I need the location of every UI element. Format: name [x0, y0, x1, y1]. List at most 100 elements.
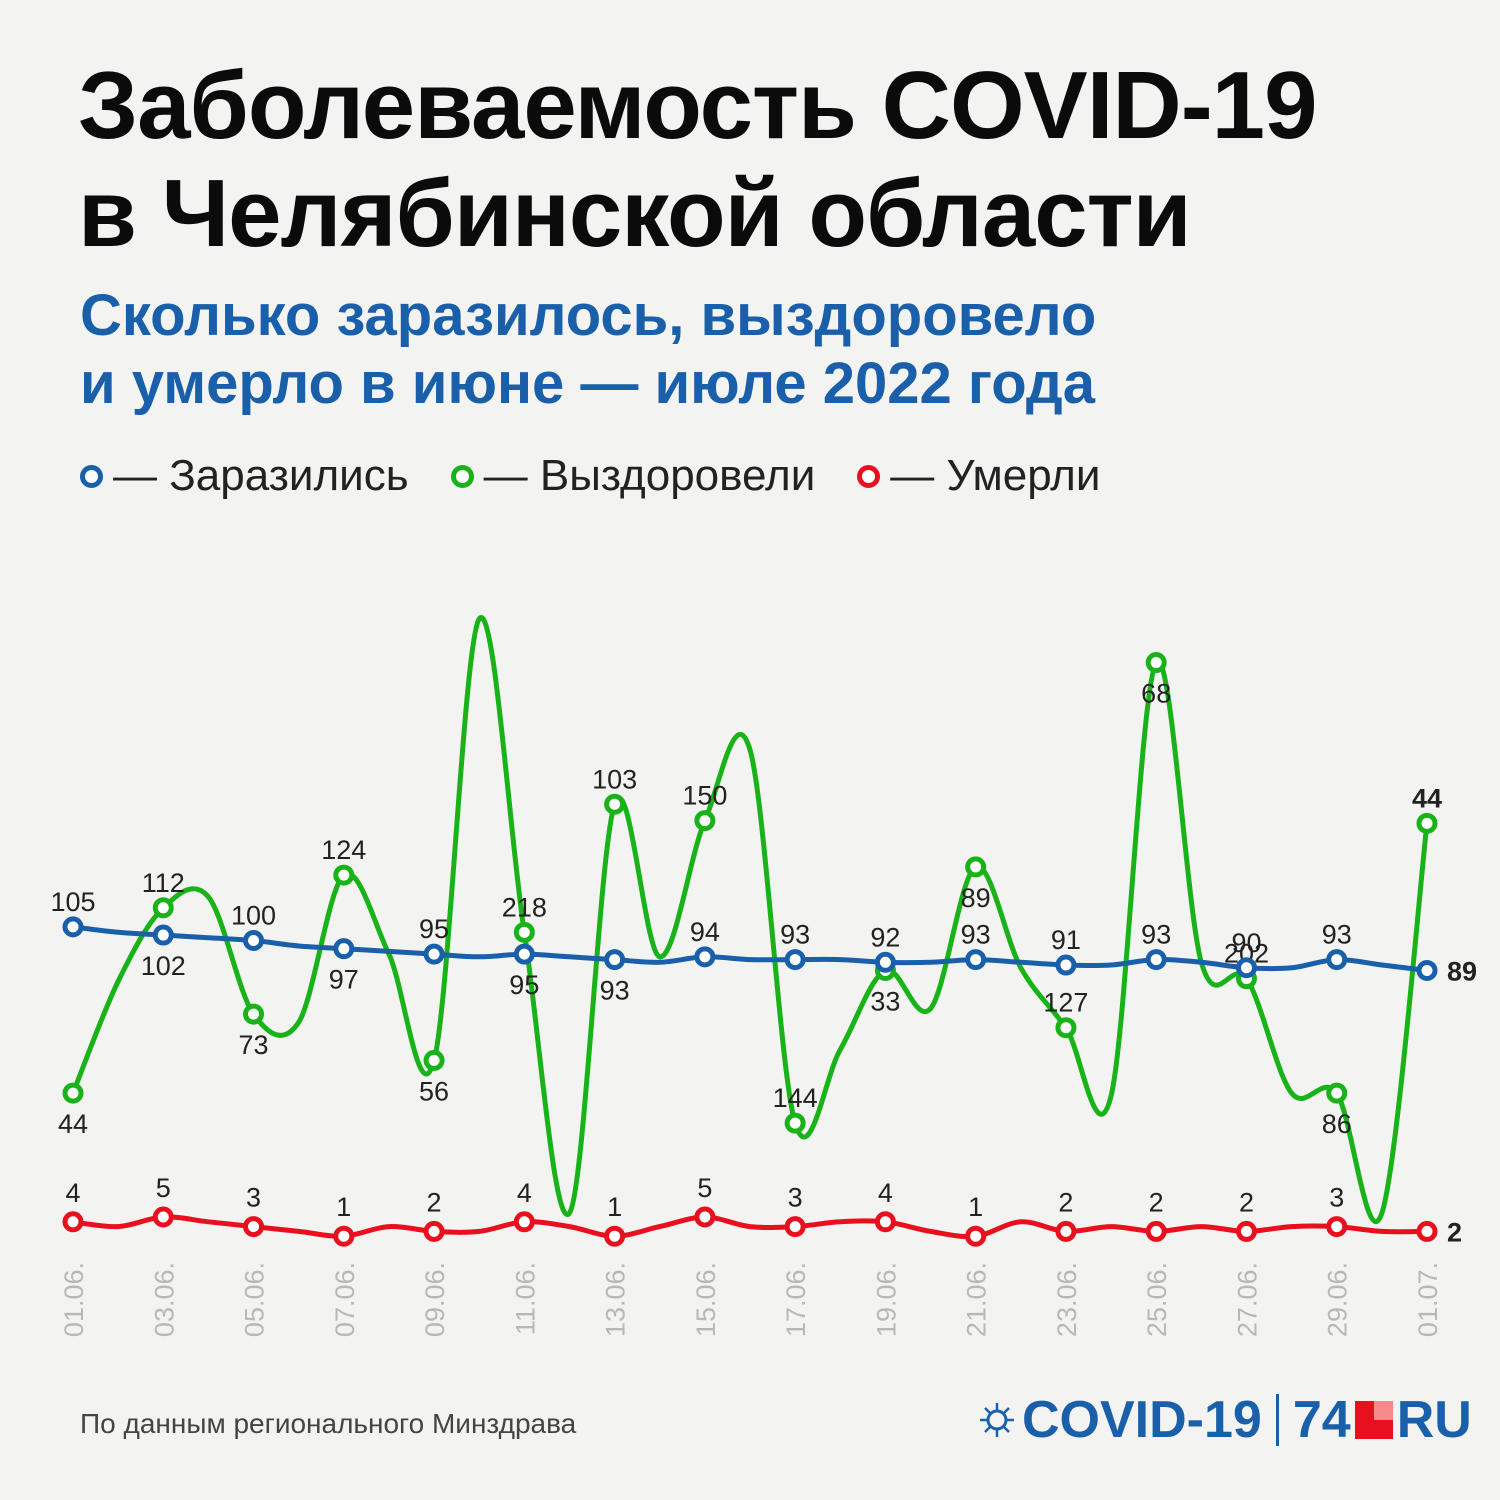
- data-label-infected: 105: [50, 887, 95, 917]
- data-point-deceased: [784, 1216, 806, 1238]
- data-label-infected: 102: [141, 951, 186, 981]
- logo-ru-text: RU: [1396, 1391, 1472, 1449]
- data-point-infected: [694, 946, 716, 968]
- logo-separator: [1275, 1394, 1279, 1446]
- data-point-recovered: [604, 793, 626, 815]
- data-label-deceased: 4: [878, 1178, 893, 1208]
- brand-logo: COVID-19 74 RU: [978, 1385, 1472, 1455]
- data-label-deceased: 3: [246, 1183, 261, 1213]
- data-point-recovered: [62, 1082, 84, 1104]
- data-label-recovered: 124: [321, 835, 366, 865]
- data-label-deceased: 2: [1058, 1187, 1073, 1217]
- data-point-infected: [1145, 949, 1167, 971]
- data-point-infected: [784, 949, 806, 971]
- data-point-recovered: [243, 1003, 265, 1025]
- data-point-deceased: [1326, 1216, 1348, 1238]
- data-point-recovered: [1416, 812, 1438, 834]
- data-point-infected: [1235, 957, 1257, 979]
- legend-label-deceased: — Умерли: [890, 451, 1101, 500]
- x-tick-label: 05.06.: [240, 1262, 270, 1337]
- x-tick-label: 19.06.: [871, 1262, 901, 1337]
- data-label-infected: 95: [419, 914, 449, 944]
- data-label-recovered: 44: [1412, 783, 1442, 813]
- data-point-infected: [874, 951, 896, 973]
- data-point-recovered: [423, 1049, 445, 1071]
- data-label-deceased: 5: [697, 1173, 712, 1203]
- series-line-recovered: [70, 615, 1430, 1225]
- logo-covid-text: COVID-19: [1022, 1391, 1262, 1449]
- x-tick-label: 21.06.: [962, 1262, 992, 1337]
- data-label-infected: 93: [600, 976, 630, 1006]
- legend-label-infected: — Заразились: [113, 451, 409, 500]
- data-point-deceased: [152, 1206, 174, 1228]
- data-point-recovered: [694, 810, 716, 832]
- data-point-deceased: [874, 1211, 896, 1233]
- data-label-recovered: 112: [142, 868, 185, 898]
- data-label-recovered: 33: [870, 986, 900, 1016]
- data-source-note: По данным регионального Минздрава: [80, 1408, 577, 1439]
- x-tick-label: 23.06.: [1052, 1262, 1082, 1337]
- data-point-deceased: [1055, 1220, 1077, 1242]
- data-point-recovered: [784, 1112, 806, 1134]
- data-label-deceased: 2: [1447, 1217, 1462, 1247]
- chart-title: Заболеваемость COVID-19 в Челябинской об…: [78, 52, 1317, 268]
- x-tick-label: 27.06.: [1232, 1262, 1262, 1337]
- series-line-deceased: [70, 1214, 1430, 1240]
- x-tick-label: 07.06.: [330, 1262, 360, 1337]
- data-label-infected: 94: [690, 917, 720, 947]
- data-point-infected: [604, 949, 626, 971]
- data-point-recovered: [1145, 652, 1167, 674]
- data-label-deceased: 3: [788, 1183, 803, 1213]
- x-tick-label: 03.06.: [149, 1262, 179, 1337]
- data-point-deceased: [513, 1211, 535, 1233]
- data-point-infected: [1416, 959, 1438, 981]
- x-tick-label: 01.07.: [1413, 1262, 1443, 1337]
- data-point-infected: [333, 938, 355, 960]
- data-point-deceased: [694, 1206, 716, 1228]
- data-label-recovered: 86: [1322, 1109, 1352, 1139]
- subtitle-line-2: и умерло в июне — июле 2022 года: [80, 351, 1095, 416]
- data-label-infected: 95: [509, 970, 539, 1000]
- x-tick-label: 09.06.: [420, 1262, 450, 1337]
- legend: — Заразились — Выздоровели — Умерли: [80, 446, 1142, 506]
- data-point-infected: [152, 924, 174, 946]
- logo-74-text: 74: [1292, 1391, 1351, 1449]
- data-point-deceased: [423, 1220, 445, 1242]
- data-point-infected: [62, 916, 84, 938]
- data-point-deceased: [243, 1216, 265, 1238]
- data-label-recovered: 44: [58, 1109, 88, 1139]
- legend-item-recovered: — Выздоровели: [450, 451, 815, 501]
- x-tick-label: 25.06.: [1142, 1262, 1172, 1337]
- legend-marker-deceased: [857, 464, 881, 488]
- legend-marker-recovered: [450, 464, 474, 488]
- data-point-recovered: [965, 856, 987, 878]
- data-label-recovered: 89: [961, 883, 991, 913]
- data-label-infected: 92: [870, 922, 900, 952]
- x-tick-label: 29.06.: [1323, 1262, 1353, 1337]
- legend-marker-infected: [80, 464, 103, 488]
- data-point-deceased: [333, 1225, 355, 1247]
- data-point-infected: [1055, 954, 1077, 976]
- logo-square-icon: [1354, 1401, 1393, 1439]
- data-label-deceased: 1: [607, 1192, 622, 1222]
- data-point-deceased: [1145, 1220, 1167, 1242]
- data-label-recovered: 56: [419, 1076, 449, 1106]
- x-tick-label: 11.06.: [510, 1262, 540, 1335]
- chart-subtitle: Сколько заразилось, выздоровело и умерло…: [80, 282, 1096, 418]
- data-label-recovered: 218: [502, 892, 547, 922]
- x-tick-label: 15.06.: [691, 1262, 721, 1337]
- data-label-infected: 93: [961, 920, 991, 950]
- data-label-infected: 91: [1051, 925, 1081, 955]
- data-label-infected: 93: [780, 920, 810, 950]
- data-point-infected: [965, 949, 987, 971]
- data-label-recovered: 68: [1141, 679, 1171, 709]
- data-point-infected: [423, 943, 445, 965]
- data-point-recovered: [1326, 1082, 1348, 1104]
- data-point-recovered: [513, 921, 535, 943]
- data-label-deceased: 1: [336, 1192, 351, 1222]
- x-tick-label: 17.06.: [781, 1262, 811, 1337]
- data-label-recovered: 103: [592, 764, 637, 794]
- title-line-1: Заболеваемость COVID-19: [78, 52, 1317, 159]
- data-label-recovered: 73: [239, 1030, 269, 1060]
